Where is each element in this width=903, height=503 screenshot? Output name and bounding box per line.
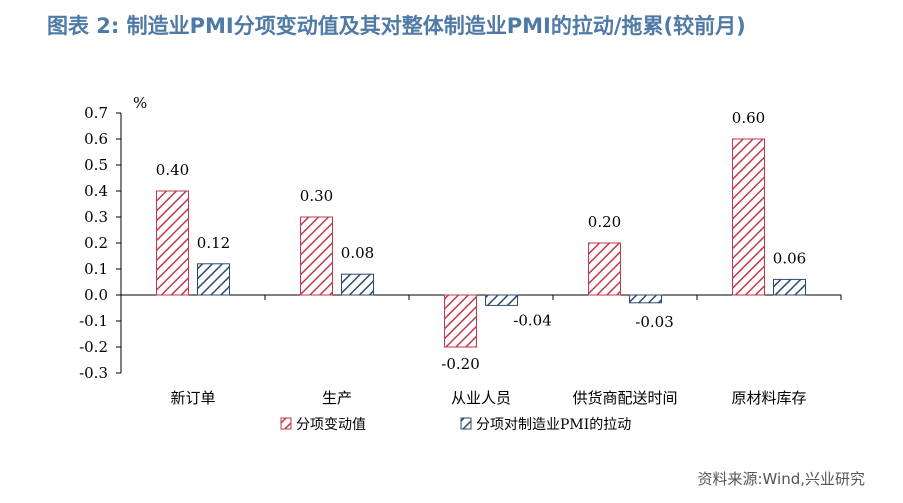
legend-label-2: 分项对制造业PMI的拉动: [476, 417, 631, 433]
y-tick-label: 0.5: [84, 156, 108, 174]
legend-swatch-2: [460, 417, 472, 430]
bar-series-2: [485, 294, 518, 306]
data-label: 0.60: [732, 109, 765, 127]
x-category-label: 生产: [322, 389, 352, 407]
y-unit-label: %: [133, 94, 147, 112]
bar-series-2: [629, 294, 662, 304]
y-tick-label: 0.1: [84, 260, 108, 278]
bar-chart: % 0.7 0.6 0.5 0.4 0.3 0.2 0.1 0.0 -0.1 -0.2 -0.3 新订…: [79, 94, 842, 433]
data-label: -0.03: [635, 313, 673, 331]
y-tick-label: 0.2: [84, 234, 108, 252]
data-label: 0.06: [773, 249, 806, 267]
y-tick-label: 0.7: [84, 104, 108, 122]
bar-series-2: [197, 263, 230, 296]
source-note: 资料来源:Wind,兴业研究: [697, 470, 865, 488]
data-label: 0.12: [197, 234, 230, 252]
y-tick-label: -0.1: [79, 312, 108, 330]
y-tick-label: -0.2: [79, 338, 108, 356]
data-label: -0.04: [513, 311, 551, 329]
y-tick-label: -0.3: [79, 364, 108, 382]
bar-series-1: [300, 216, 333, 296]
x-category-label: 原材料库存: [731, 389, 806, 407]
x-category-label: 供货商配送时间: [572, 389, 677, 407]
data-label: 0.20: [588, 213, 621, 231]
data-label: 0.08: [341, 244, 374, 262]
bar-series-1: [156, 190, 189, 296]
y-tick-label: 0.0: [84, 286, 108, 304]
bar-series-1: [732, 138, 765, 296]
x-category-label: 从业人员: [451, 389, 511, 407]
bar-series-1: [444, 294, 477, 348]
legend-label-1: 分项变动值: [296, 417, 366, 433]
y-tick-label: 0.3: [84, 208, 108, 226]
bar-series-1: [588, 242, 621, 296]
page-title: 图表 2: 制造业PMI分项变动值及其对整体制造业PMI的拉动/拖累(较前月): [47, 14, 746, 38]
x-category-label: 新订单: [170, 389, 215, 407]
data-label: -0.20: [441, 355, 479, 373]
y-tick-label: 0.4: [84, 182, 108, 200]
y-tick-label: 0.6: [84, 130, 108, 148]
bar-series-2: [341, 273, 374, 296]
data-label: 0.40: [156, 161, 189, 179]
data-label: 0.30: [300, 187, 333, 205]
bar-series-2: [773, 278, 806, 296]
legend-swatch-1: [280, 417, 292, 430]
